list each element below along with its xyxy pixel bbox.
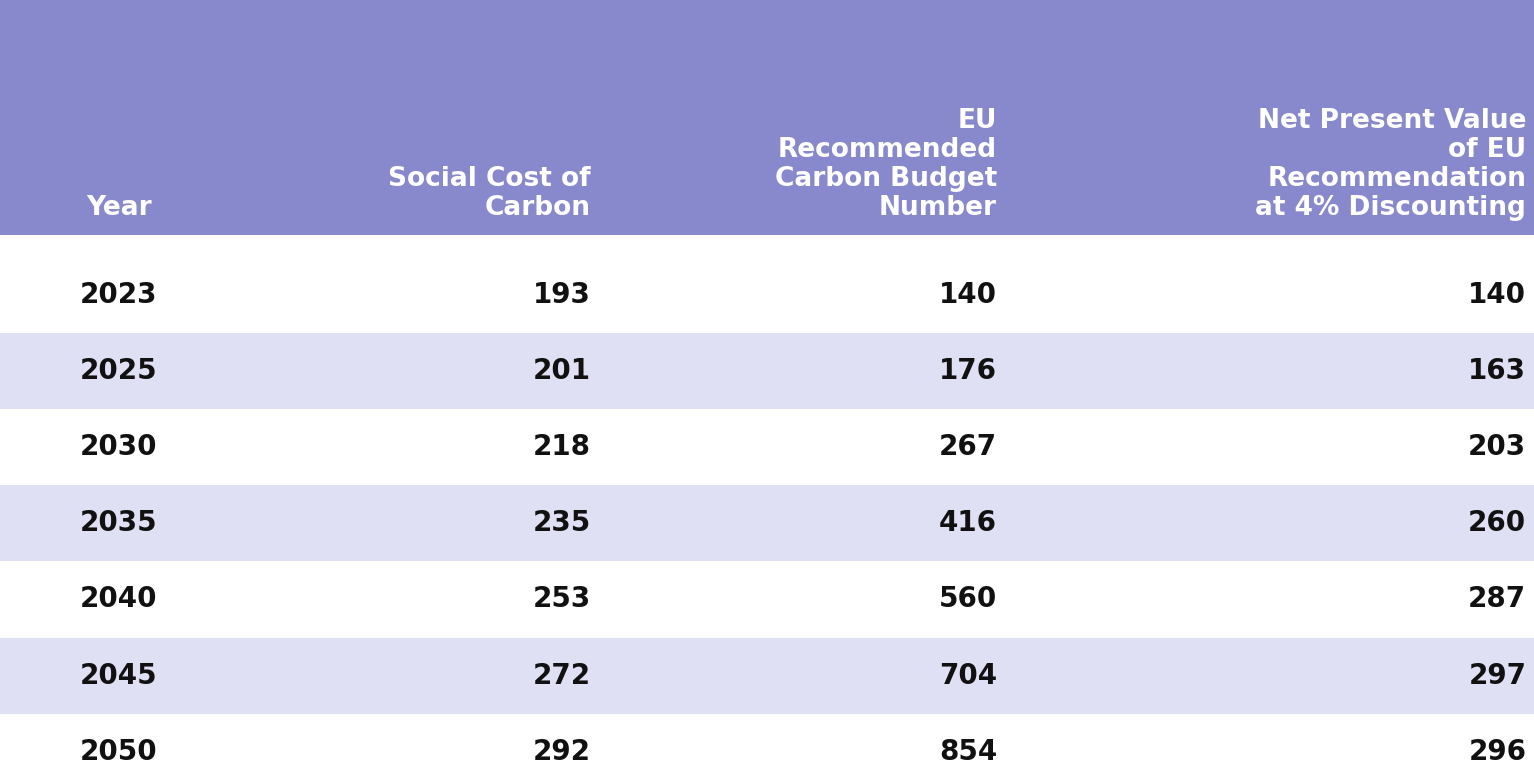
Bar [0, 0, 1534, 235]
Text: 253: 253 [532, 585, 591, 614]
Text: 140: 140 [939, 280, 997, 309]
Text: 2045: 2045 [80, 661, 158, 690]
Text: 704: 704 [939, 661, 997, 690]
Text: Year: Year [86, 195, 152, 221]
Text: 140: 140 [1468, 280, 1526, 309]
Bar [0, 485, 1534, 561]
Bar [0, 256, 1534, 333]
Bar [0, 333, 1534, 409]
Text: 193: 193 [532, 280, 591, 309]
Text: 292: 292 [532, 738, 591, 766]
Text: Social Cost of
Carbon: Social Cost of Carbon [388, 166, 591, 221]
Text: Net Present Value
of EU
Recommendation
at 4% Discounting: Net Present Value of EU Recommendation a… [1255, 108, 1526, 221]
Bar [0, 561, 1534, 638]
Text: 296: 296 [1468, 738, 1526, 766]
Text: 2025: 2025 [80, 357, 158, 385]
Text: 203: 203 [1468, 433, 1526, 461]
Text: 2023: 2023 [80, 280, 158, 309]
Text: 2050: 2050 [80, 738, 158, 766]
Bar [0, 409, 1534, 485]
Text: 416: 416 [939, 509, 997, 537]
Text: 560: 560 [939, 585, 997, 614]
Text: 297: 297 [1468, 661, 1526, 690]
Text: 272: 272 [532, 661, 591, 690]
Text: 176: 176 [939, 357, 997, 385]
Text: EU
Recommended
Carbon Budget
Number: EU Recommended Carbon Budget Number [775, 108, 997, 221]
Bar [0, 714, 1534, 770]
Text: 2035: 2035 [80, 509, 158, 537]
Text: 201: 201 [532, 357, 591, 385]
Bar [0, 638, 1534, 714]
Text: 235: 235 [532, 509, 591, 537]
Text: 287: 287 [1468, 585, 1526, 614]
Text: 267: 267 [939, 433, 997, 461]
Text: 218: 218 [532, 433, 591, 461]
Text: 260: 260 [1468, 509, 1526, 537]
Text: 2030: 2030 [80, 433, 158, 461]
Text: 854: 854 [939, 738, 997, 766]
Text: 2040: 2040 [80, 585, 158, 614]
Text: 163: 163 [1468, 357, 1526, 385]
